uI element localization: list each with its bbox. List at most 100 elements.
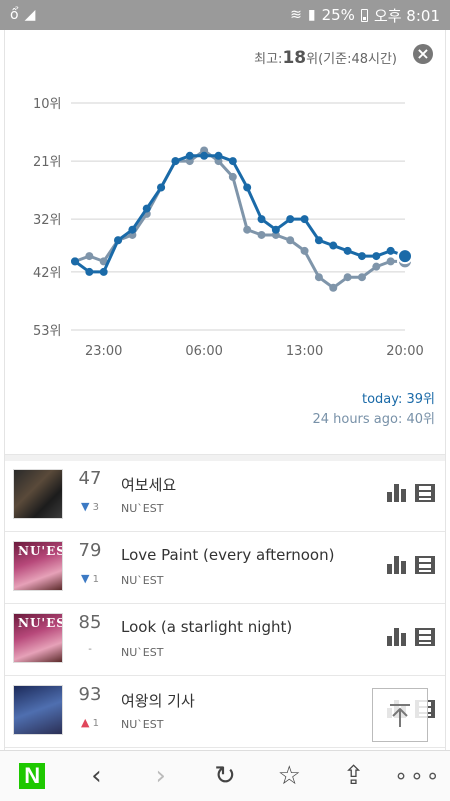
artist-name[interactable]: NU`EST [121,718,164,731]
rank-number: 47 [78,468,102,489]
y-tick-label: 10위 [33,97,62,112]
chart-bars-icon[interactable] [387,484,407,502]
best-rank: 최고: 18 위(기준:48시간) [254,48,397,68]
series-line-today [74,154,406,274]
rank-change-value: 1 [92,574,100,585]
album-art[interactable] [13,469,63,519]
rank-change-value: 1 [92,718,100,729]
point-today [300,215,309,224]
point-today [329,241,338,250]
song-row[interactable]: NU'EST 79 ▼ 1 Love Paint (every afternoon) N… [5,532,445,604]
point-ago [85,252,94,261]
artist-name[interactable]: NU`EST [121,574,164,587]
point-ago [243,225,252,234]
point-ago [286,236,295,245]
song-row[interactable]: NU'EST 85 - Look (a starlight night) NU`EST [5,604,445,676]
point-today [386,246,395,255]
refresh-button[interactable]: ↻ [203,756,247,796]
today-label: today: 39위 [361,392,435,407]
album-art[interactable] [13,685,63,735]
bottom-nav: N ‹ › ↻ ☆ ⇪ ∘∘∘ [0,750,450,801]
point-today [343,246,352,255]
rank-change: ▼ 1 [75,572,105,585]
album-art[interactable]: NU'EST [13,541,63,591]
song-title[interactable]: 여보세요 [121,476,177,494]
chart-bars-icon[interactable] [387,556,407,574]
artist-name[interactable]: NU`EST [121,502,164,515]
point-ago [300,246,309,255]
owl-icon: ổ [10,7,19,23]
close-icon[interactable]: × [413,44,433,64]
section-divider [5,454,445,461]
more-dots-icon: ∘∘∘ [394,763,442,789]
y-tick-label: 42위 [33,266,62,281]
ago-label: 24 hours ago: 40위 [312,412,435,427]
point-ago [228,172,237,181]
signal-icon: ▮ [307,7,316,23]
share-icon: ⇪ [342,761,365,791]
rank-number: 79 [78,540,102,561]
video-film-icon[interactable] [415,628,435,646]
rank-down-icon: ▼ [80,500,90,513]
clock: 오후 8:01 [373,6,440,25]
bookmark-star-icon: ☆ [277,761,301,791]
song-title[interactable]: Look (a starlight night) [121,618,293,636]
point-today [271,225,280,234]
x-tick-label: 06:00 [185,344,222,359]
rank-up-icon: ▲ [80,716,90,729]
song-row[interactable]: 47 ▼ 3 여보세요 NU`EST [5,460,445,532]
status-right: ≋ ▮ 25% 오후 8:01 [290,5,440,26]
album-art-text: NU'EST [18,544,62,558]
forward-arrow-icon: › [155,761,166,791]
point-today [200,151,209,160]
refresh-icon: ↻ [214,761,236,791]
forward-button[interactable]: › [139,756,183,796]
rank-change: ▲ 1 [75,716,105,729]
song-title[interactable]: 여왕의 기사 [121,692,195,710]
point-today [257,215,266,224]
point-ago [357,273,366,282]
best-rank-label: 최고: [254,52,283,67]
x-tick-label: 23:00 [85,344,122,359]
wifi-icon: ≋ [290,7,302,23]
best-rank-value: 18 [282,48,307,68]
battery-icon [360,8,368,22]
x-tick-label: 20:00 [386,344,423,359]
point-today [228,157,237,166]
album-art-text: NU'EST [18,616,62,630]
point-today [71,257,79,266]
x-tick-label: 13:00 [286,344,323,359]
arrow-up-icon [390,704,410,727]
chart-bars-icon[interactable] [387,628,407,646]
back-button[interactable]: ‹ [74,756,118,796]
bookmark-button[interactable]: ☆ [267,756,311,796]
more-button[interactable]: ∘∘∘ [394,756,442,796]
notification-icon: ◢ [24,7,36,23]
naver-home-icon: N [19,763,46,789]
point-today [243,183,252,192]
rank-chart: 10위 21위 32위 42위 53위 23:00 06:00 13:00 20:00 [33,97,424,359]
song-title[interactable]: Love Paint (every afternoon) [121,546,335,564]
video-film-icon[interactable] [415,484,435,502]
point-today [214,151,223,160]
scroll-top-button[interactable] [372,688,428,742]
status-bar: ổ ◢ ≋ ▮ 25% 오후 8:01 [0,0,450,30]
rank-change: ▼ 3 [75,500,105,513]
point-today [397,248,413,265]
point-ago [386,257,395,266]
point-today [142,204,151,213]
point-today [85,267,94,276]
album-art[interactable]: NU'EST [13,613,63,663]
point-ago [372,262,381,271]
point-ago [329,283,338,292]
artist-name[interactable]: NU`EST [121,646,164,659]
share-button[interactable]: ⇪ [332,756,376,796]
video-film-icon[interactable] [415,556,435,574]
song-list: 47 ▼ 3 여보세요 NU`EST NU'EST 79 ▼ 1 Love Paint (ev… [5,460,445,748]
point-ago [257,230,266,239]
status-left: ổ ◢ [10,8,35,22]
naver-home-button[interactable]: N [10,756,54,796]
point-ago [314,273,323,282]
y-tick-label: 32위 [33,213,62,228]
point-ago [343,273,352,282]
